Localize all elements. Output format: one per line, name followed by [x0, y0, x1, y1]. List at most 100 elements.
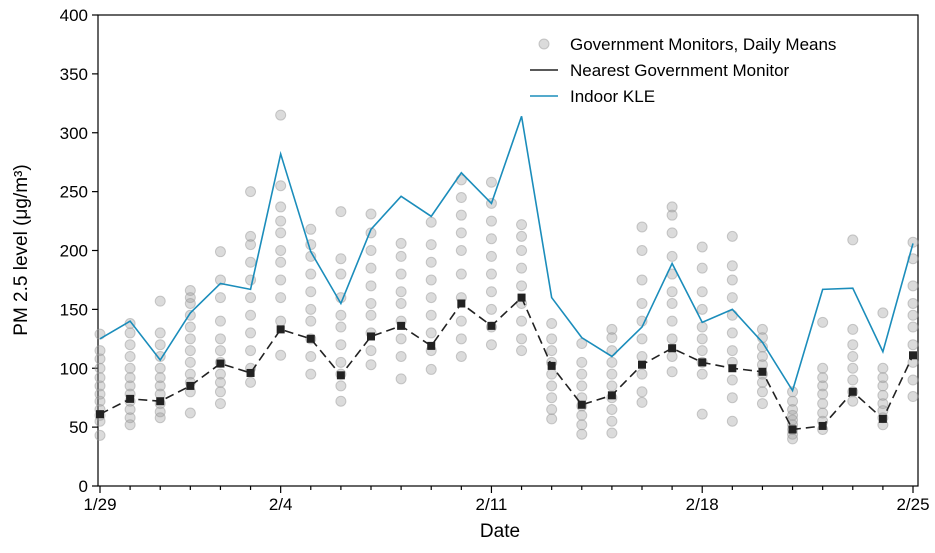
- line-marker: [577, 400, 586, 409]
- scatter-point: [305, 268, 317, 280]
- scatter-point: [395, 333, 407, 345]
- scatter-point: [516, 219, 528, 231]
- scatter-point: [606, 356, 618, 368]
- scatter-point: [546, 392, 558, 404]
- scatter-point: [124, 339, 136, 351]
- scatter-point: [94, 353, 106, 365]
- scatter-point: [877, 380, 889, 392]
- scatter-point: [154, 380, 166, 392]
- scatter-point: [696, 345, 708, 357]
- scatter-point: [214, 315, 226, 327]
- scatter-point: [787, 403, 799, 415]
- scatter-point: [666, 286, 678, 298]
- scatter-point: [576, 356, 588, 368]
- scatter-point: [636, 333, 648, 345]
- scatter-point: [455, 333, 467, 345]
- line-marker: [457, 299, 466, 308]
- scatter-point: [606, 323, 618, 335]
- scatter-point: [847, 374, 859, 386]
- scatter-point: [275, 201, 287, 213]
- line-marker: [788, 425, 797, 434]
- scatter-point: [485, 339, 497, 351]
- scatter-point: [516, 345, 528, 357]
- scatter-point: [907, 297, 919, 309]
- scatter-point: [365, 245, 377, 256]
- scatter-point: [365, 280, 377, 292]
- scatter-point: [666, 201, 678, 213]
- scatter-point: [184, 285, 196, 297]
- scatter-point: [275, 256, 287, 268]
- scatter-point: [305, 303, 317, 315]
- y-axis-label: PM 2.5 level (μg/m³): [11, 164, 32, 335]
- x-tick-label: 2/18: [686, 495, 719, 514]
- scatter-point: [425, 239, 437, 251]
- scatter-point: [907, 280, 919, 292]
- scatter-point: [245, 239, 257, 251]
- scatter-point: [305, 368, 317, 380]
- scatter-point: [245, 186, 257, 198]
- scatter-point: [395, 350, 407, 362]
- scatter-point: [817, 362, 829, 374]
- scatter-point: [214, 398, 226, 410]
- scatter-point: [245, 230, 257, 242]
- y-tick-label: 200: [60, 242, 88, 261]
- scatter-point: [245, 292, 257, 304]
- scatter-point: [94, 380, 106, 392]
- line-marker: [336, 371, 345, 380]
- y-tick-label: 0: [79, 477, 88, 496]
- scatter-point: [546, 345, 558, 357]
- scatter-point: [576, 368, 588, 380]
- scatter-point: [335, 321, 347, 333]
- scatter-point: [124, 372, 136, 384]
- scatter-point: [184, 356, 196, 368]
- scatter-point: [726, 327, 738, 339]
- scatter-point: [546, 413, 558, 425]
- scatter-point: [666, 227, 678, 239]
- scatter-point: [516, 262, 528, 274]
- x-tick-label: 2/25: [896, 495, 929, 514]
- scatter-point: [365, 345, 377, 357]
- scatter-point: [335, 380, 347, 392]
- scatter-point: [245, 309, 257, 321]
- scatter-point: [154, 350, 166, 362]
- scatter-point: [516, 333, 528, 345]
- scatter-point: [425, 274, 437, 286]
- scatter-point: [666, 350, 678, 362]
- scatter-point: [726, 415, 738, 427]
- scatter-point: [817, 388, 829, 400]
- scatter-point: [214, 386, 226, 398]
- scatter-point: [395, 297, 407, 309]
- scatter-point: [184, 333, 196, 345]
- scatter-point: [787, 395, 799, 407]
- scatter-point: [606, 427, 618, 439]
- x-tick-label: 2/4: [269, 495, 293, 514]
- scatter-point: [847, 234, 859, 246]
- scatter-point: [335, 309, 347, 321]
- line-marker: [638, 360, 646, 369]
- y-tick-label: 300: [60, 124, 88, 143]
- scatter-point: [245, 256, 257, 268]
- scatter-point: [154, 406, 166, 418]
- scatter-point: [907, 236, 919, 248]
- scatter-point: [275, 245, 287, 256]
- scatter-point: [666, 333, 678, 345]
- scatter-point: [696, 408, 708, 420]
- line-marker: [818, 421, 827, 430]
- scatter-point: [756, 386, 768, 398]
- scatter-point: [335, 253, 347, 265]
- scatter-point: [726, 274, 738, 286]
- scatter-point: [124, 380, 136, 392]
- scatter-point: [666, 315, 678, 327]
- scatter-point: [154, 362, 166, 374]
- scatter-point: [817, 398, 829, 410]
- y-tick-label: 150: [60, 300, 88, 319]
- y-tick-label: 250: [60, 183, 88, 202]
- scatter-point: [214, 246, 226, 258]
- line-marker: [427, 341, 436, 350]
- legend-label: Government Monitors, Daily Means: [570, 35, 836, 54]
- line-marker: [186, 381, 195, 390]
- scatter-point: [124, 350, 136, 362]
- line-marker: [367, 332, 375, 341]
- scatter-point: [455, 350, 467, 362]
- scatter-point: [726, 345, 738, 357]
